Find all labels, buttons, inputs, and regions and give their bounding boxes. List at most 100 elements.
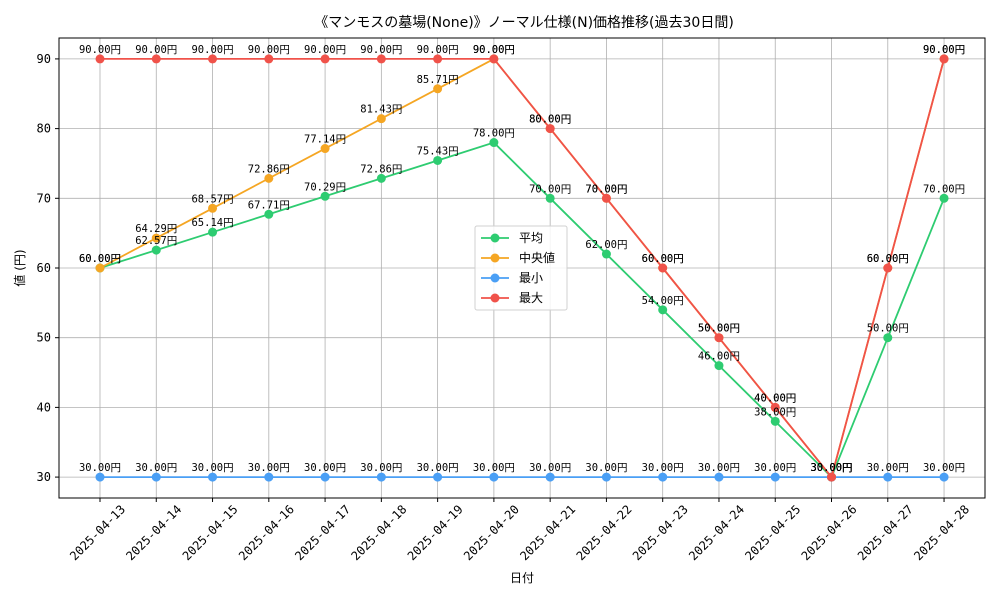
data-point (827, 472, 837, 482)
data-point (601, 249, 611, 259)
data-label: 30.00円 (79, 462, 121, 474)
data-point (433, 472, 443, 482)
data-point (376, 173, 386, 183)
data-label: 72.86円 (248, 163, 290, 175)
data-label: 50.00円 (698, 323, 740, 335)
data-point (939, 472, 949, 482)
data-label: 54.00円 (642, 295, 684, 307)
data-label: 67.71円 (248, 199, 290, 211)
x-tick-label: 2025-04-17 (292, 502, 353, 563)
data-point (320, 144, 330, 154)
data-point (320, 191, 330, 201)
data-point (714, 472, 724, 482)
data-point (545, 124, 555, 134)
series-line (99, 141, 945, 479)
data-label: 81.43円 (360, 104, 402, 116)
data-label: 30.00円 (698, 462, 740, 474)
data-label: 60.00円 (642, 253, 684, 265)
x-tick-label: 2025-04-25 (742, 502, 803, 563)
data-point (770, 402, 780, 412)
series-line (100, 58, 945, 480)
data-label: 65.14円 (191, 217, 233, 229)
data-point (376, 472, 386, 482)
x-axis-label: 日付 (510, 571, 534, 585)
legend-marker (490, 233, 500, 243)
data-label: 90.00円 (248, 44, 290, 56)
data-point (151, 472, 161, 482)
data-point (376, 54, 386, 64)
data-label: 80.00円 (529, 114, 571, 126)
data-label: 60.00円 (79, 253, 121, 265)
x-tick-label: 2025-04-28 (911, 502, 972, 563)
legend-marker (490, 253, 500, 263)
data-label: 30.00円 (417, 462, 459, 474)
data-label: 70.00円 (923, 183, 965, 195)
data-label: 70.00円 (585, 183, 627, 195)
y-axis-label: 値 (円) (12, 249, 27, 286)
x-tick-label: 2025-04-13 (67, 502, 128, 563)
legend-label: 平均 (519, 231, 543, 245)
data-label: 40.00円 (754, 392, 796, 404)
data-point (658, 305, 668, 315)
data-label: 30.00円 (585, 462, 627, 474)
data-point (545, 472, 555, 482)
data-point (714, 333, 724, 343)
data-label: 30.00円 (529, 462, 571, 474)
data-label: 30.00円 (810, 462, 852, 474)
data-point (208, 203, 218, 213)
data-point (939, 193, 949, 203)
legend-label: 中央値 (519, 250, 555, 265)
data-label: 90.00円 (923, 44, 965, 56)
data-point (883, 263, 893, 273)
data-point (489, 138, 499, 148)
data-label: 90.00円 (304, 44, 346, 56)
x-tick-label: 2025-04-22 (574, 502, 635, 563)
data-label: 30.00円 (191, 462, 233, 474)
data-point (489, 472, 499, 482)
data-label: 72.86円 (360, 163, 402, 175)
data-label: 60.00円 (867, 253, 909, 265)
data-label: 60.00円 (79, 253, 121, 265)
data-point (658, 472, 668, 482)
data-label: 30.00円 (923, 462, 965, 474)
y-tick-label: 80 (37, 122, 51, 136)
data-label: 70.00円 (529, 183, 571, 195)
data-label: 50.00円 (867, 323, 909, 335)
x-tick-label: 2025-04-21 (517, 502, 578, 563)
y-tick-label: 40 (37, 400, 51, 414)
legend-label: 最小 (519, 271, 543, 285)
data-label: 30.00円 (473, 462, 515, 474)
data-label: 90.00円 (417, 44, 459, 56)
data-point (883, 333, 893, 343)
data-point (376, 114, 386, 124)
data-point (770, 416, 780, 426)
data-label: 85.71円 (417, 74, 459, 86)
legend-marker (490, 273, 500, 283)
data-point (95, 263, 105, 273)
x-tick-label: 2025-04-26 (799, 502, 860, 563)
data-label: 90.00円 (135, 44, 177, 56)
data-label: 75.43円 (417, 145, 459, 157)
data-label: 46.00円 (698, 351, 740, 363)
data-label: 30.00円 (754, 462, 796, 474)
data-point (320, 472, 330, 482)
data-label: 90.00円 (360, 44, 402, 56)
data-label: 30.00円 (304, 462, 346, 474)
x-tick-label: 2025-04-27 (855, 502, 916, 563)
data-label: 40.00円 (754, 392, 796, 404)
data-point (545, 193, 555, 203)
data-label: 64.29円 (135, 223, 177, 235)
data-label: 30.00円 (360, 462, 402, 474)
data-point (151, 245, 161, 255)
data-point (208, 472, 218, 482)
data-labels: 60.00円 62.57円 65.14円 67.71円 70.29円 72.86円 75.4… (79, 44, 965, 474)
data-label: 70.29円 (304, 181, 346, 193)
series-layer (95, 54, 949, 482)
x-tick-label: 2025-04-24 (686, 502, 747, 563)
x-tick-label: 2025-04-18 (348, 502, 409, 563)
data-point (320, 54, 330, 64)
y-tick-label: 30 (37, 470, 51, 484)
data-point (208, 54, 218, 64)
